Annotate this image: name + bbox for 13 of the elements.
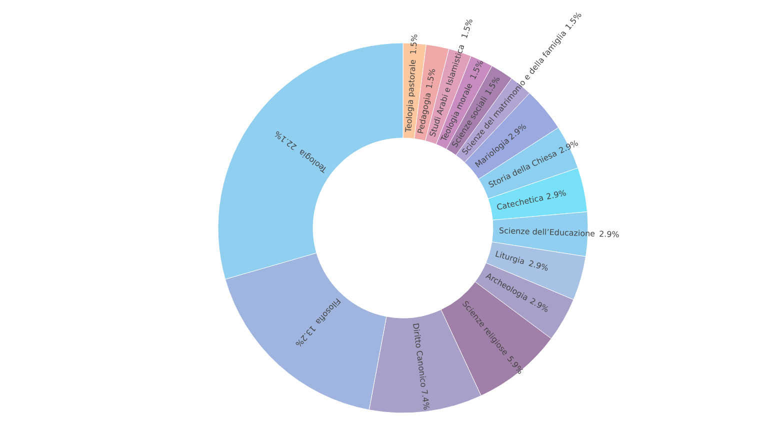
slice-label: Diritto Canonico	[411, 322, 428, 388]
data-label: 2.9%	[528, 258, 550, 274]
slice-label: Catechetica	[496, 193, 544, 212]
data-label: 1.5%	[460, 17, 475, 40]
data-label: 2.9%	[558, 138, 580, 156]
data-label: 2.9%	[598, 230, 620, 240]
data-label: 1.5%	[424, 67, 438, 90]
data-label: 1.5%	[468, 58, 486, 81]
data-label: 7.4%	[419, 389, 431, 411]
data-label: 2.9%	[545, 188, 568, 202]
data-label: 1.5%	[408, 34, 420, 55]
slice-label: Liturgia	[494, 249, 526, 266]
slice-label: Teologia pastorale	[404, 59, 418, 134]
